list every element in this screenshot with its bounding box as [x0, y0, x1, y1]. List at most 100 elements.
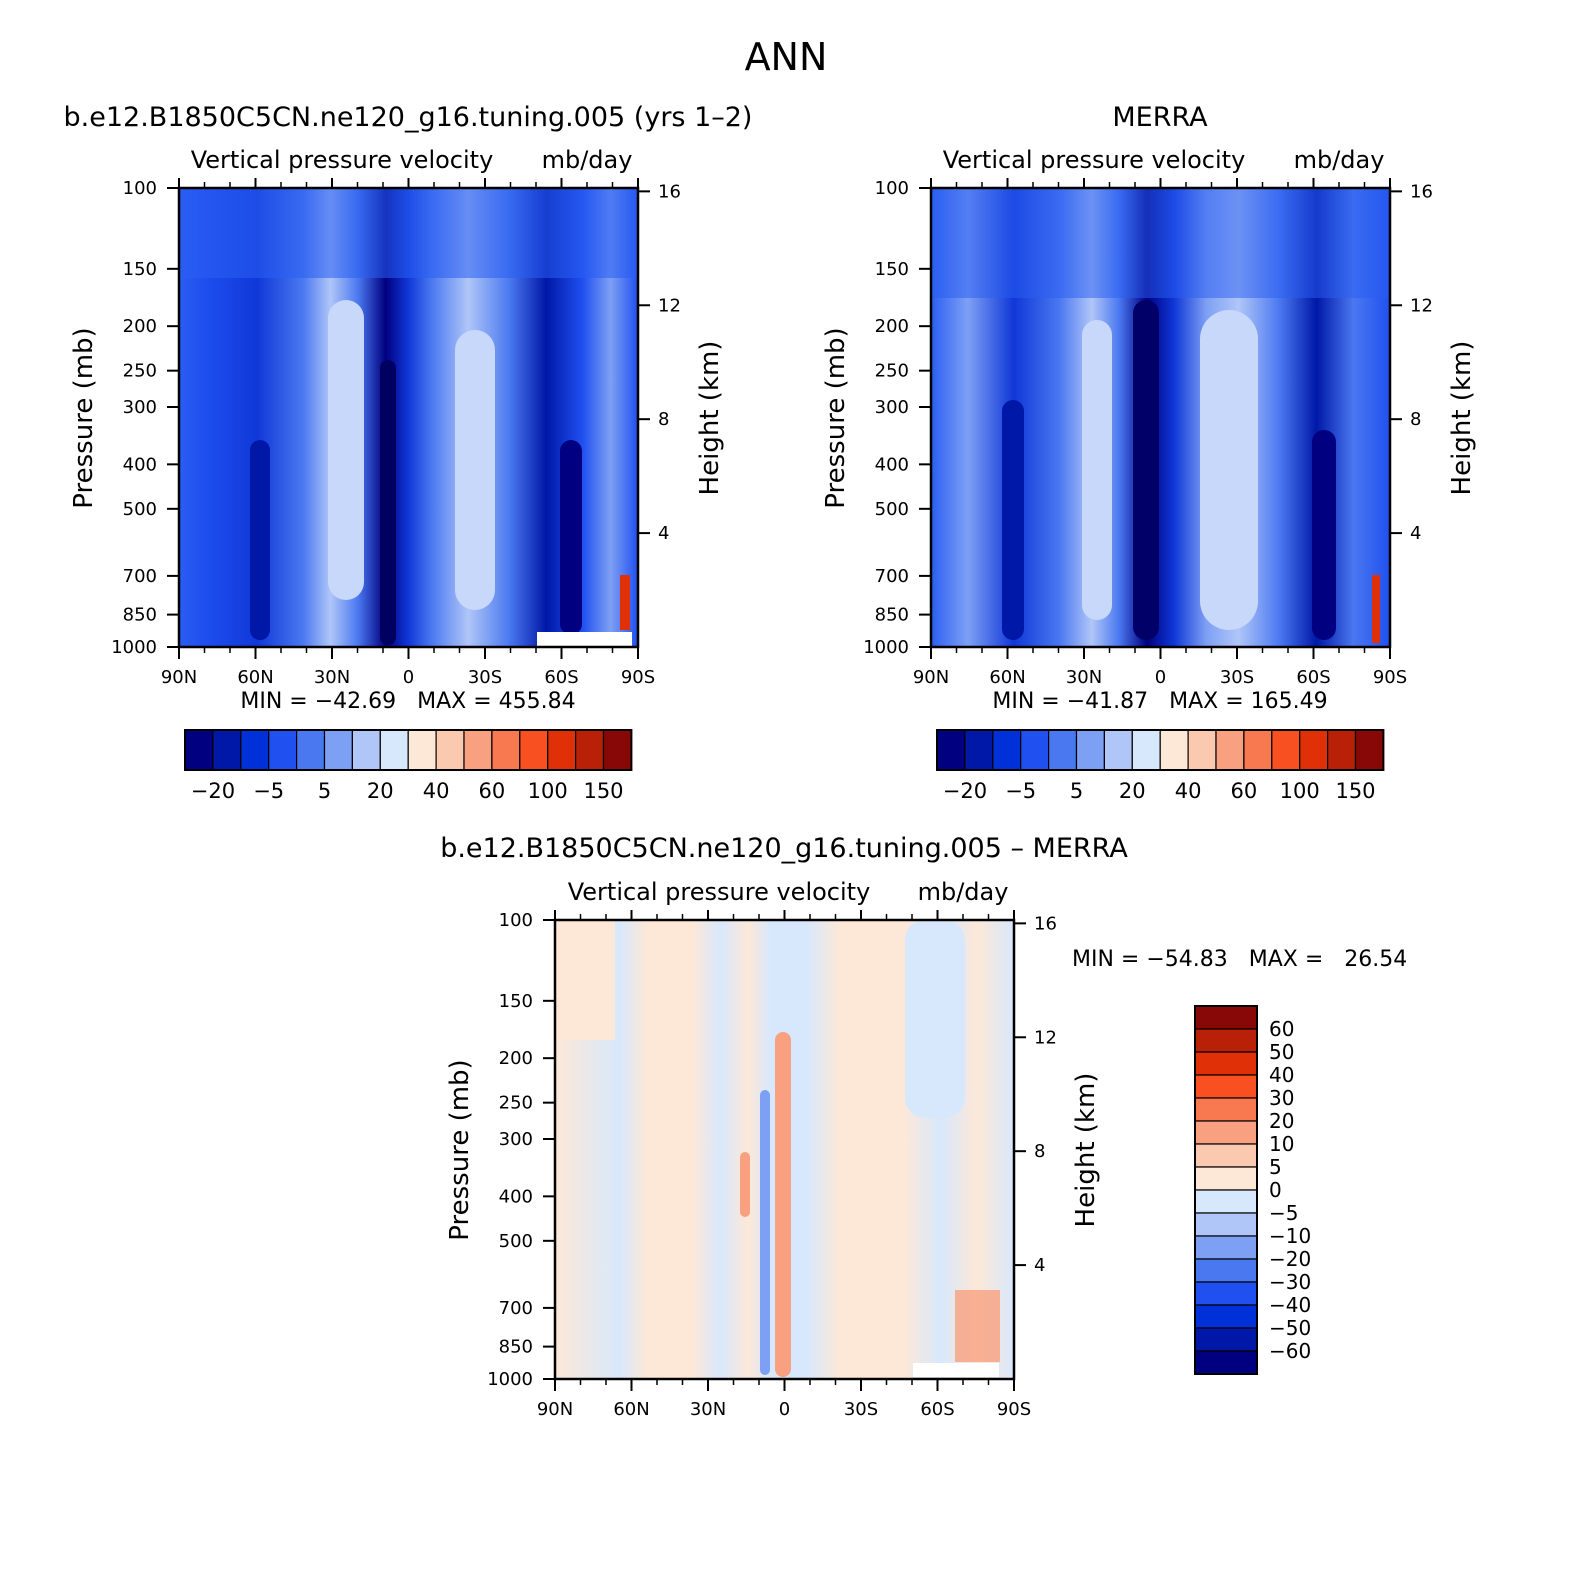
colorbar-label: −20 [1269, 1247, 1311, 1271]
obs-y-label: Pressure (mb) [821, 327, 851, 508]
x-tick-label: 90N [537, 1399, 573, 1420]
colorbar-label: 100 [1280, 779, 1320, 803]
colorbar-label: 40 [1175, 779, 1202, 803]
y-tick-label: 150 [123, 259, 157, 280]
y-right-tick-label: 4 [658, 523, 669, 544]
y-tick-label: 700 [499, 1298, 533, 1319]
colorbar-box [1159, 729, 1189, 771]
obs-subsidence-nh [1082, 320, 1112, 620]
x-tick-label: 30N [1066, 667, 1102, 688]
model-surface-mask [537, 632, 632, 646]
colorbar-box [1194, 1097, 1258, 1122]
y-right-tick-label: 8 [658, 409, 669, 430]
obs-panel-title: MERRA [1112, 102, 1208, 133]
colorbar-box [1194, 1327, 1258, 1352]
colorbar-box [1047, 729, 1078, 771]
obs-y-right-label: Height (km) [1447, 341, 1477, 496]
y-right-tick-label: 16 [1034, 913, 1057, 934]
colorbar-box [184, 729, 214, 771]
x-tick-label: 0 [779, 1399, 790, 1420]
colorbar-box [296, 729, 326, 771]
y-right-tick-label: 12 [658, 295, 681, 316]
difference-y-right-label: Height (km) [1071, 1073, 1101, 1228]
difference-subtitle-left: Vertical pressure velocity [568, 878, 871, 906]
colorbar-box [1194, 1028, 1258, 1053]
colorbar-frame [1194, 1005, 1258, 1375]
y-right-tick-label: 8 [1410, 409, 1421, 430]
figure-title: ANN [745, 35, 828, 79]
difference-field-features [555, 920, 1000, 1377]
obs-itcz-core [1133, 300, 1159, 640]
x-tick-label: 30N [314, 667, 350, 688]
y-tick-label: 850 [499, 1337, 533, 1358]
colorbar-box [574, 729, 605, 771]
x-tick-label: 60N [237, 667, 273, 688]
y-tick-label: 200 [123, 316, 157, 337]
obs-subsidence-sh [1200, 310, 1258, 630]
obs-antarctic-upwelling [1372, 575, 1380, 643]
y-right-tick-label: 4 [1034, 1255, 1045, 1276]
colorbar-label: 10 [1269, 1132, 1294, 1156]
y-tick-label: 250 [499, 1093, 533, 1114]
difference-axes: 90N 60N 30N 0 30S 60S 90S 100 150 200 250 300 400 500… [487, 910, 1057, 1420]
difference-panel-title: b.e12.B1850C5CN.ne120_g16.tuning.005 – M… [440, 833, 1128, 864]
y-tick-label: 700 [123, 566, 157, 587]
colorbar-label: 40 [1269, 1063, 1294, 1087]
obs-field-features [931, 188, 1390, 643]
model-stats: MIN = −42.69 MAX = 455.84 [240, 689, 575, 714]
y-tick-label: 400 [123, 454, 157, 475]
colorbar-label: −30 [1269, 1270, 1311, 1294]
colorbar-box [1194, 1212, 1258, 1237]
colorbar-box [323, 729, 353, 771]
colorbar-box [1194, 1350, 1258, 1375]
y-tick-label: 100 [123, 178, 157, 199]
colorbar-label: 100 [528, 779, 568, 803]
x-tick-label: 90S [997, 1399, 1031, 1420]
obs-stats: MIN = −41.87 MAX = 165.49 [992, 689, 1327, 714]
y-right-tick-label: 12 [1034, 1027, 1057, 1048]
colorbar-box [1194, 1281, 1258, 1306]
colorbar-box [1194, 1051, 1258, 1076]
model-upper-band [179, 188, 638, 278]
colorbar-label: −60 [1269, 1339, 1311, 1363]
colorbar-label: −40 [1269, 1293, 1311, 1317]
y-tick-label: 850 [875, 605, 909, 626]
colorbar-label: 40 [423, 779, 450, 803]
difference-panel: b.e12.B1850C5CN.ne120_g16.tuning.005 – M… [440, 833, 1407, 1420]
colorbar-box [1131, 729, 1161, 771]
colorbar-box [1194, 1074, 1258, 1099]
y-tick-label: 500 [875, 499, 909, 520]
colorbar-box [1299, 729, 1329, 771]
difference-stats: MIN = −54.83 MAX = 26.54 [1072, 947, 1407, 972]
colorbar-box [1194, 1166, 1258, 1191]
colorbar-box [1194, 1258, 1258, 1283]
x-tick-label: 90N [161, 667, 197, 688]
colorbar-box [212, 729, 242, 771]
y-tick-label: 1000 [111, 637, 157, 658]
colorbar-label: 60 [479, 779, 506, 803]
difference-y-label: Pressure (mb) [445, 1059, 475, 1240]
colorbar-box [1243, 729, 1273, 771]
colorbar-box [1326, 729, 1357, 771]
colorbar-box [379, 729, 409, 771]
colorbar-label: −10 [1269, 1224, 1311, 1248]
model-itcz-core [380, 360, 396, 645]
model-panel: b.e12.B1850C5CN.ne120_g16.tuning.005 (yr… [64, 102, 753, 803]
colorbar-box [1194, 1189, 1258, 1214]
difference-surface-mask [913, 1363, 999, 1377]
colorbar-label: 150 [583, 779, 623, 803]
model-subsidence-nh [328, 300, 364, 600]
x-tick-label: 60S [1296, 667, 1330, 688]
x-tick-label: 90S [1373, 667, 1407, 688]
colorbar-frame [936, 729, 1385, 771]
obs-panel: MERRA Vertical pressure velocity mb/day … [821, 102, 1477, 803]
difference-itcz-positive [775, 1032, 791, 1377]
colorbar-box [519, 729, 549, 771]
colorbar-box [1271, 729, 1301, 771]
obs-subtitle-right: mb/day [1294, 146, 1385, 174]
colorbar-box [602, 729, 632, 771]
colorbar-label: 20 [1269, 1109, 1294, 1133]
model-axes: 90N 60N 30N 0 30S 60S 90S 100 150 200 250 300 400 500… [111, 178, 681, 688]
colorbar-box [351, 729, 381, 771]
